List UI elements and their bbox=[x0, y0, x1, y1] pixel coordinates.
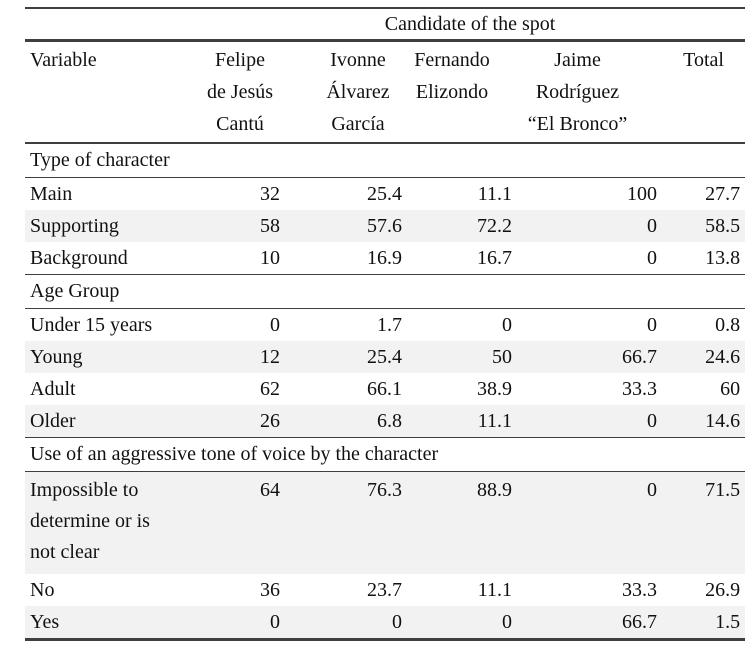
table-row: Under 15 years 0 1.7 0 0 0.8 bbox=[25, 309, 745, 342]
cell-value: 36 bbox=[260, 579, 280, 601]
section-title: Type of character bbox=[25, 142, 746, 178]
row-label: Under 15 years bbox=[30, 314, 153, 336]
cell-value: 16.9 bbox=[367, 247, 402, 269]
section-title: Age Group bbox=[25, 274, 746, 309]
cell-value: 0 bbox=[502, 611, 512, 633]
table-row: Adult 62 66.1 38.9 33.3 60 bbox=[25, 373, 745, 405]
cell-value: 88.9 bbox=[477, 479, 512, 501]
cell-value: 6.8 bbox=[377, 410, 402, 432]
cell-value: 24.6 bbox=[705, 346, 741, 368]
cell-value: 25.4 bbox=[367, 183, 402, 205]
column-header-row: Variable Felipe de Jesús Cantú Ivonne Ál… bbox=[25, 40, 746, 144]
cell-value: 0 bbox=[647, 247, 657, 269]
cell-value: 27.7 bbox=[705, 183, 741, 205]
table-row: Yes 0 0 0 66.7 1.5 bbox=[25, 606, 746, 640]
section-header-row: Type of character bbox=[25, 142, 746, 178]
cell-value: 0 bbox=[270, 314, 280, 336]
cell-value: 32 bbox=[260, 183, 280, 205]
cell-value: 16.7 bbox=[477, 247, 512, 269]
column-header-total: Total bbox=[662, 40, 746, 144]
table-row: Main 32 25.4 11.1 100 27.7 bbox=[25, 178, 745, 211]
row-label: Supporting bbox=[30, 215, 119, 237]
cell-value: 11.1 bbox=[477, 579, 512, 601]
table-body: Type of character Main 32 25.4 11.1 100 27.7 Su… bbox=[25, 142, 746, 640]
cell-value: 26.9 bbox=[705, 579, 741, 601]
section-header-row: Age Group bbox=[25, 274, 746, 309]
cell-value: 10 bbox=[260, 247, 280, 269]
table-row: Background 10 16.9 16.7 0 13.8 bbox=[25, 242, 745, 275]
table-row: Impossible to determine or is not clear 6… bbox=[25, 471, 746, 574]
row-label: No bbox=[30, 579, 55, 601]
cell-value: 0 bbox=[647, 215, 657, 237]
cell-value: 0.8 bbox=[715, 314, 741, 336]
column-header-variable: Variable bbox=[25, 40, 195, 144]
cell-value: 11.1 bbox=[477, 410, 512, 432]
section-title: Use of an aggressive tone of voice by th… bbox=[25, 437, 746, 472]
cell-value: 100 bbox=[627, 183, 657, 205]
cell-value: 11.1 bbox=[477, 183, 512, 205]
cell-value: 13.8 bbox=[705, 247, 741, 269]
cell-value: 66.7 bbox=[622, 611, 657, 633]
cell-value: 0 bbox=[647, 479, 657, 501]
cell-value: 1.7 bbox=[377, 314, 402, 336]
cell-value: 0 bbox=[392, 611, 402, 633]
table-row: No 36 23.7 11.1 33.3 26.9 bbox=[25, 574, 745, 606]
row-label: Adult bbox=[30, 378, 76, 400]
candidate-spot-table: Candidate of the spot Variable Felipe de… bbox=[25, 7, 746, 641]
spanning-header-row: Candidate of the spot bbox=[25, 8, 746, 42]
cell-value: 38.9 bbox=[477, 378, 512, 400]
row-label: Background bbox=[30, 247, 128, 269]
section-header-row: Use of an aggressive tone of voice by th… bbox=[25, 437, 746, 472]
cell-value: 0 bbox=[270, 611, 280, 633]
column-header-ivonne: Ivonne Álvarez García bbox=[285, 40, 407, 144]
cell-value: 12 bbox=[260, 346, 280, 368]
cell-value: 66.1 bbox=[367, 378, 402, 400]
cell-value: 33.3 bbox=[622, 579, 657, 601]
table-row: Young 12 25.4 50 66.7 24.6 bbox=[25, 341, 746, 373]
cell-value: 25.4 bbox=[367, 346, 402, 368]
column-header-fernando: Fernando Elizondo bbox=[407, 40, 517, 144]
column-header-felipe: Felipe de Jesús Cantú bbox=[195, 40, 285, 144]
cell-value: 0 bbox=[647, 314, 657, 336]
cell-value: 76.3 bbox=[367, 479, 402, 501]
spanning-header: Candidate of the spot bbox=[195, 8, 746, 42]
cell-value: 71.5 bbox=[705, 479, 741, 501]
row-label: Older bbox=[30, 410, 76, 432]
cell-value: 62 bbox=[260, 378, 280, 400]
cell-value: 66.7 bbox=[622, 346, 657, 368]
cell-value: 0 bbox=[502, 314, 512, 336]
cell-value: 58 bbox=[260, 215, 280, 237]
table-row: Supporting 58 57.6 72.2 0 58.5 bbox=[25, 210, 746, 242]
cell-value: 72.2 bbox=[477, 215, 512, 237]
column-header-jaime: Jaime Rodríguez “El Bronco” bbox=[517, 40, 662, 144]
empty-corner-cell bbox=[25, 8, 195, 42]
cell-value: 14.6 bbox=[705, 410, 741, 432]
cell-value: 23.7 bbox=[367, 579, 402, 601]
cell-value: 58.5 bbox=[705, 215, 741, 237]
row-label: Main bbox=[30, 183, 73, 205]
cell-value: 60 bbox=[720, 378, 741, 400]
cell-value: 50 bbox=[492, 346, 512, 368]
row-label: Young bbox=[30, 346, 83, 368]
cell-value: 64 bbox=[260, 479, 280, 501]
cell-value: 33.3 bbox=[622, 378, 657, 400]
cell-value: 57.6 bbox=[367, 215, 402, 237]
row-label: Yes bbox=[30, 611, 60, 633]
row-label: Impossible to determine or is not clear bbox=[30, 479, 150, 563]
cell-value: 0 bbox=[647, 410, 657, 432]
cell-value: 1.5 bbox=[715, 611, 741, 633]
table-row: Older 26 6.8 11.1 0 14.6 bbox=[25, 405, 746, 438]
cell-value: 26 bbox=[260, 410, 280, 432]
